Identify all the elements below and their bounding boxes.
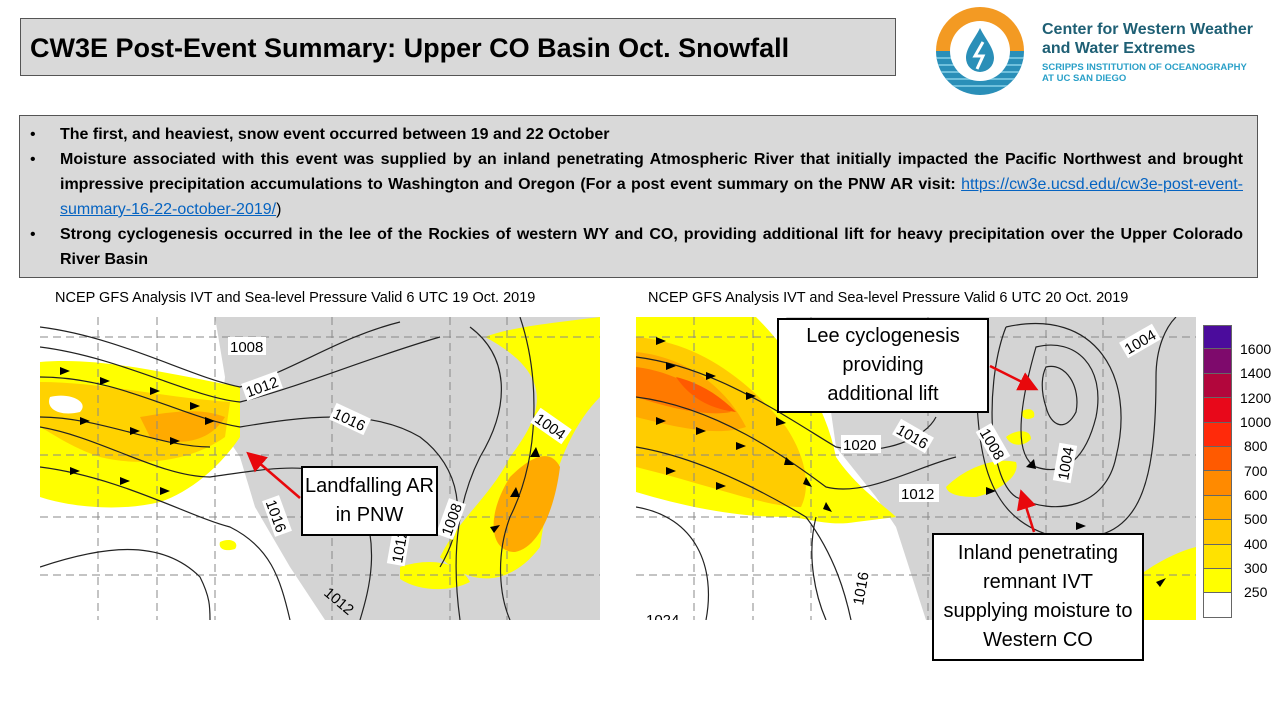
contour-label: 1016 xyxy=(850,571,873,607)
colorbar-label: 500 xyxy=(1244,511,1268,527)
colorbar-label: 250 xyxy=(1244,584,1268,600)
colorbar-label: 1400 xyxy=(1240,365,1272,381)
cw3e-logo: Center for Western Weather and Water Extr… xyxy=(930,6,1275,96)
slide-title: CW3E Post-Event Summary: Upper CO Basin … xyxy=(30,33,790,63)
colorbar-swatch xyxy=(1203,593,1232,618)
colorbar-label: 1600 xyxy=(1240,341,1272,357)
colorbar-label: 400 xyxy=(1244,536,1268,552)
ivt-vector-arrows xyxy=(656,337,1166,587)
colorbar-label: 600 xyxy=(1244,487,1268,503)
contour-label: 1012 xyxy=(901,486,934,503)
contour-label: 1004 xyxy=(1055,446,1078,482)
contour-label: 1020 xyxy=(843,437,876,454)
cw3e-emblem-icon xyxy=(936,7,1024,95)
map-2-caption: NCEP GFS Analysis IVT and Sea-level Pres… xyxy=(648,290,1129,306)
ivt-colorbar xyxy=(1203,325,1232,618)
bullet-item: Moisture associated with this event was … xyxy=(30,147,1243,222)
colorbar-swatch xyxy=(1203,446,1232,472)
title-box: CW3E Post-Event Summary: Upper CO Basin … xyxy=(20,18,896,76)
logo-sub-name: SCRIPPS INSTITUTION OF OCEANOGRAPHY AT UC… xyxy=(1042,62,1247,84)
colorbar-label: 300 xyxy=(1244,560,1268,576)
pnw-summary-link[interactable]: https://cw3e.ucsd.edu/cw3e-post-event-su… xyxy=(60,176,1243,218)
contour-label: 1008 xyxy=(230,339,263,356)
colorbar-swatch xyxy=(1203,398,1232,423)
annotation-inland-ivt: Inland penetrating remnant IVT supplying… xyxy=(932,533,1144,661)
colorbar-label: 800 xyxy=(1244,438,1268,454)
colorbar-swatch xyxy=(1203,373,1232,399)
contour-label: 1012 xyxy=(389,529,412,565)
ivt-vector-arrows xyxy=(60,367,540,533)
colorbar-label: 1200 xyxy=(1240,390,1272,406)
colorbar-label: 1000 xyxy=(1240,414,1272,430)
map-1-caption: NCEP GFS Analysis IVT and Sea-level Pres… xyxy=(55,290,536,306)
colorbar-label: 700 xyxy=(1244,463,1268,479)
colorbar-swatch xyxy=(1203,422,1232,447)
colorbar-swatch xyxy=(1203,544,1232,569)
bullet-item: The first, and heaviest, snow event occu… xyxy=(30,122,1243,147)
annotation-lee-cyclogenesis: Lee cyclogenesis providing additional li… xyxy=(777,318,989,413)
colorbar-swatch xyxy=(1203,568,1232,594)
colorbar-swatch xyxy=(1203,325,1232,350)
summary-bullets: The first, and heaviest, snow event occu… xyxy=(19,115,1258,278)
bullet-item: Strong cyclogenesis occurred in the lee … xyxy=(30,222,1243,272)
colorbar-swatch xyxy=(1203,349,1232,374)
colorbar-swatch xyxy=(1203,471,1232,496)
logo-org-name: Center for Western Weather and Water Extr… xyxy=(1042,21,1254,57)
colorbar-swatch xyxy=(1203,495,1232,521)
colorbar-swatch xyxy=(1203,520,1232,545)
contour-label: 1024 xyxy=(646,612,679,620)
annotation-landfalling-ar: Landfalling AR in PNW xyxy=(301,466,438,536)
